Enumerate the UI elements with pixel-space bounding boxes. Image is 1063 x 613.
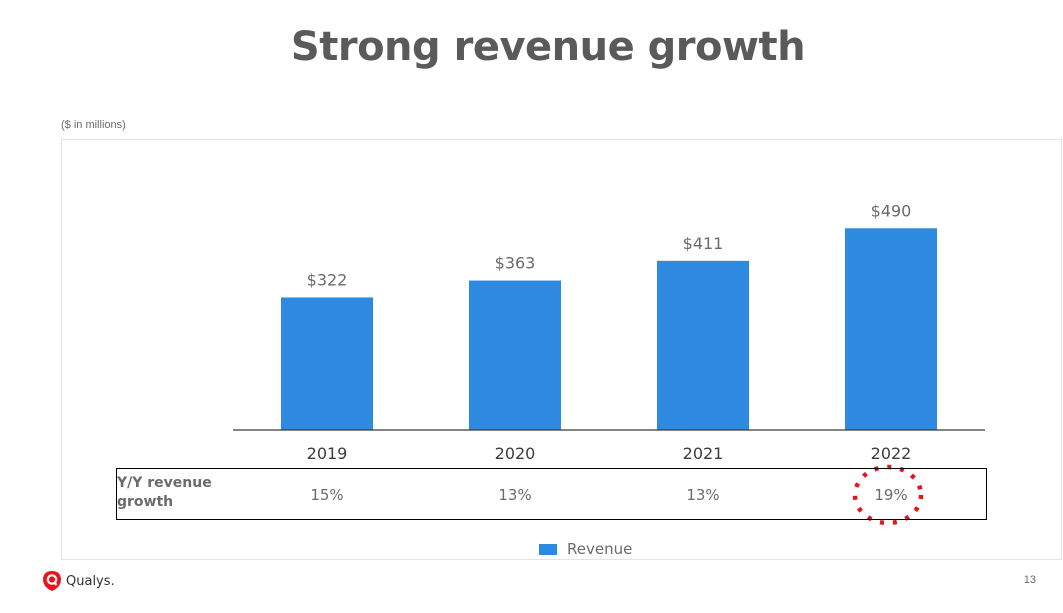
x-tick-label-2020: 2020	[495, 444, 536, 463]
page-title: Strong revenue growth	[290, 24, 806, 70]
bar-2022	[845, 228, 937, 430]
x-tick-label-2019: 2019	[307, 444, 348, 463]
bar-2020	[469, 280, 561, 430]
data-label-2021: $411	[683, 234, 724, 253]
legend-label-revenue: Revenue	[567, 540, 633, 558]
data-label-2020: $363	[495, 254, 536, 273]
chart-frame	[61, 139, 1062, 560]
units-note: ($ in millions)	[61, 119, 126, 131]
page-number: 13	[1023, 574, 1036, 586]
chart-legend: Revenue	[539, 539, 632, 559]
bar-2021	[657, 260, 749, 430]
x-tick-label-2022: 2022	[871, 444, 912, 463]
bar-2019	[281, 297, 373, 430]
yoy-growth-2022: 19%	[874, 486, 907, 504]
qualys-logo: Qualys.	[42, 570, 115, 592]
qualys-shield-icon	[43, 571, 61, 591]
yoy-growth-table	[116, 468, 987, 520]
brand-name: Qualys.	[66, 573, 115, 589]
yoy-growth-label: Y/Y revenue growth	[117, 475, 212, 510]
data-label-2019: $322	[307, 270, 348, 289]
x-tick-label-2021: 2021	[683, 444, 724, 463]
yoy-growth-2021: 13%	[686, 486, 719, 504]
yoy-growth-2020: 13%	[498, 486, 531, 504]
legend-swatch-revenue	[539, 543, 557, 555]
highlight-circle-2022	[852, 464, 924, 526]
data-label-2022: $490	[871, 201, 912, 220]
yoy-growth-2019: 15%	[310, 486, 343, 504]
